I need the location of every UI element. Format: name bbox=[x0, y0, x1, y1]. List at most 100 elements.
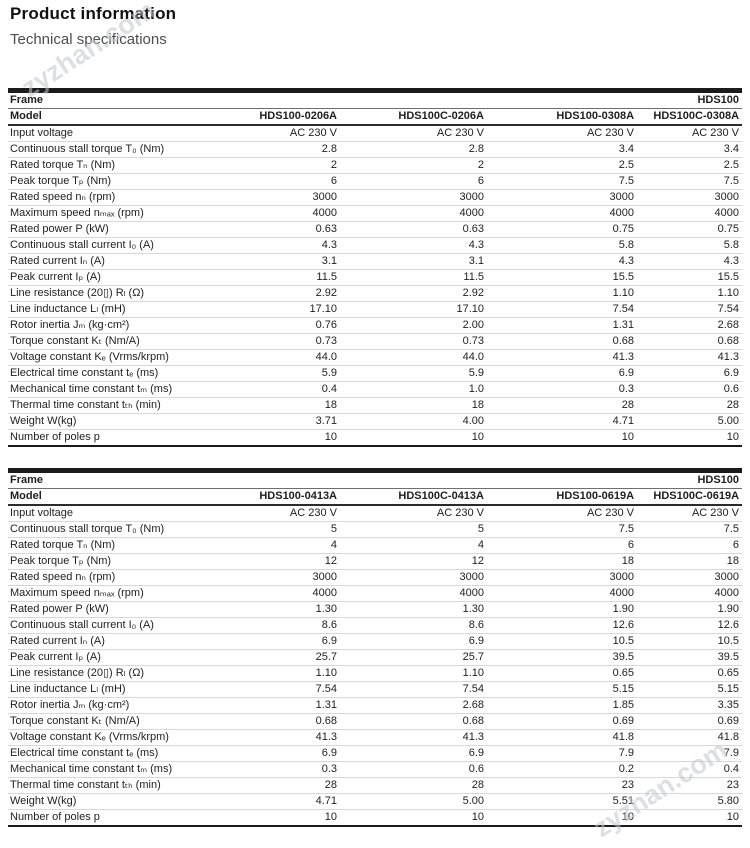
spec-row-value: 10 bbox=[621, 811, 635, 823]
model-value: HDS100C-0308A bbox=[637, 108, 743, 126]
spec-row-value: 28 bbox=[238, 777, 340, 794]
spec-row-value: 0.3 bbox=[238, 761, 340, 778]
spec-row-value: 17.10 bbox=[340, 301, 487, 318]
spec-row-value: 2.8 bbox=[238, 141, 340, 158]
spec-row-value: 0.73 bbox=[340, 333, 487, 350]
spec-row-value: 2.68 bbox=[340, 697, 487, 714]
spec-row-value: 2.92 bbox=[238, 285, 340, 302]
page-title: Product information bbox=[10, 4, 177, 23]
spec-row-label: Input voltage bbox=[8, 125, 238, 142]
spec-row-label: Torque constant Kₜ (Nm/A) bbox=[8, 333, 238, 350]
spec-row-value: 4000 bbox=[487, 205, 638, 222]
model-value: HDS100-0413A bbox=[238, 488, 340, 506]
spec-row-value: AC 230 V bbox=[340, 505, 487, 522]
spec-row-label: Weight W(kg) bbox=[8, 413, 238, 430]
spec-row: Rated speed nₙ (rpm) 3000 3000 3000 3000 bbox=[8, 189, 743, 206]
spec-row-value: 7.5 bbox=[487, 521, 638, 538]
spec-row-label: Voltage constant Kₑ (Vrms/krpm) bbox=[8, 729, 238, 746]
page-subtitle: Technical specifications bbox=[10, 31, 167, 48]
frame-row: Frame HDS100 bbox=[8, 90, 743, 109]
spec-row-value: 3.1 bbox=[238, 253, 340, 270]
spec-row-value: 4.71 bbox=[487, 413, 638, 430]
spec-row-label: Thermal time constant tₜₕ (min) bbox=[8, 777, 238, 794]
spec-row-value: 5.15 bbox=[637, 681, 743, 698]
spec-row-value: 3000 bbox=[637, 569, 743, 586]
spec-row-label: Peak torque Tₚ (Nm) bbox=[8, 173, 238, 190]
spec-row-value: 0.2 bbox=[487, 761, 638, 778]
spec-row-label: Electrical time constant tₑ (ms) bbox=[8, 365, 238, 382]
spec-row-value: 3000 bbox=[340, 569, 487, 586]
spec-row-label: Peak current Iₚ (A) bbox=[8, 649, 238, 666]
spec-row-value: 12.6 bbox=[637, 617, 743, 634]
spec-row-label: Torque constant Kₜ (Nm/A) bbox=[8, 713, 238, 730]
spec-row-value: 39.5 bbox=[637, 649, 743, 666]
spec-row-label: Maximum speed nₘₐₓ (rpm) bbox=[8, 585, 238, 602]
spec-row-value: 7.9 bbox=[637, 745, 743, 762]
frame-value: HDS100 bbox=[637, 470, 743, 489]
spec-row-value: 0.73 bbox=[238, 333, 340, 350]
spec-row-label: Line inductance Lₗ (mH) bbox=[8, 681, 238, 698]
spec-row: Rotor inertia Jₘ (kg·cm²) 1.31 2.68 1.85 3.3… bbox=[8, 697, 743, 714]
spec-row-value: 1.31 bbox=[487, 317, 638, 334]
spec-row-label: Line resistance (20▯) Rₗ (Ω) bbox=[8, 665, 238, 682]
spec-row-value: 18 bbox=[487, 553, 638, 570]
spec-row-value: AC 230 V bbox=[637, 125, 743, 142]
spec-row-value: 2.00 bbox=[340, 317, 487, 334]
spec-row: Voltage constant Kₑ (Vrms/krpm) 44.0 44.0 4… bbox=[8, 349, 743, 366]
spec-row-value: 4000 bbox=[637, 585, 743, 602]
spec-row-value: 6.9 bbox=[238, 745, 340, 762]
spec-row-value: 1.0 bbox=[340, 381, 487, 398]
spec-row-label: Number of poles p bbox=[10, 431, 100, 443]
spec-row-value: AC 230 V bbox=[487, 125, 638, 142]
spec-row-value: 0.63 bbox=[238, 221, 340, 238]
spec-row-value: 4000 bbox=[238, 205, 340, 222]
spec-row-value: 3.35 bbox=[637, 697, 743, 714]
spec-row-value: 5.51 bbox=[487, 793, 638, 810]
spec-row-label: Continuous stall current I₀ (A) bbox=[8, 617, 238, 634]
spec-row: Line inductance Lₗ (mH) 17.10 17.10 7.54 7.5… bbox=[8, 301, 743, 318]
spec-row-value: 5.9 bbox=[238, 365, 340, 382]
spec-row-value: 23 bbox=[487, 777, 638, 794]
spec-row-value: 10 bbox=[621, 431, 635, 443]
spec-row-value: 6.9 bbox=[487, 365, 638, 382]
spec-row-value: 3000 bbox=[340, 189, 487, 206]
spec-row-value: 0.4 bbox=[238, 381, 340, 398]
spec-row-value: 4.71 bbox=[238, 793, 340, 810]
spec-row-value: 10 bbox=[471, 431, 484, 443]
spec-row-value: 7.5 bbox=[487, 173, 638, 190]
model-label: Model bbox=[8, 488, 238, 506]
spec-row-value: 1.10 bbox=[487, 285, 638, 302]
spec-row-value: 4000 bbox=[340, 205, 487, 222]
spec-row: Continuous stall torque T₀ (Nm) 5 5 7.5 7.5 bbox=[8, 521, 743, 538]
spec-row-value: 6 bbox=[340, 173, 487, 190]
spec-row: Continuous stall torque T₀ (Nm) 2.8 2.8 3.4… bbox=[8, 141, 743, 158]
spec-row: Line inductance Lₗ (mH) 7.54 7.54 5.15 5.15 bbox=[8, 681, 743, 698]
frame-label: Frame bbox=[8, 470, 638, 489]
spec-row-value: 3.4 bbox=[487, 141, 638, 158]
spec-row-value: 1.10 bbox=[340, 665, 487, 682]
spec-row-value: 0.69 bbox=[487, 713, 638, 730]
spec-row-label: Electrical time constant tₑ (ms) bbox=[8, 745, 238, 762]
spec-row-value: 5.9 bbox=[340, 365, 487, 382]
spec-row-value: 1.10 bbox=[238, 665, 340, 682]
spec-row-value: 1.31 bbox=[238, 697, 340, 714]
spec-row-value: 12.6 bbox=[487, 617, 638, 634]
spec-row: Peak torque Tₚ (Nm) 6 6 7.5 7.5 bbox=[8, 173, 743, 190]
spec-row-value: 8.6 bbox=[340, 617, 487, 634]
spec-row-value: 1.10 bbox=[637, 285, 743, 302]
spec-row-label: Number of poles p bbox=[10, 811, 100, 823]
spec-row: Weight W(kg) 4.71 5.00 5.51 5.80 bbox=[8, 793, 743, 810]
spec-row: Number of poles p 10 10 10 10 bbox=[8, 810, 742, 827]
spec-row-value: 1.90 bbox=[487, 601, 638, 618]
spec-row-value: 4000 bbox=[238, 585, 340, 602]
spec-row-value: 0.68 bbox=[238, 713, 340, 730]
spec-row-value: 41.8 bbox=[487, 729, 638, 746]
spec-row-label: Rated speed nₙ (rpm) bbox=[8, 569, 238, 586]
spec-row-value: 4.3 bbox=[487, 253, 638, 270]
spec-row: Number of poles p 10 10 10 10 bbox=[8, 430, 742, 447]
spec-row: Continuous stall current I₀ (A) 8.6 8.6 12.… bbox=[8, 617, 743, 634]
spec-row-value: AC 230 V bbox=[637, 505, 743, 522]
spec-row-label: Rated torque Tₙ (Nm) bbox=[8, 537, 238, 554]
spec-row-value: 6.9 bbox=[340, 633, 487, 650]
spec-row-value: 3000 bbox=[637, 189, 743, 206]
